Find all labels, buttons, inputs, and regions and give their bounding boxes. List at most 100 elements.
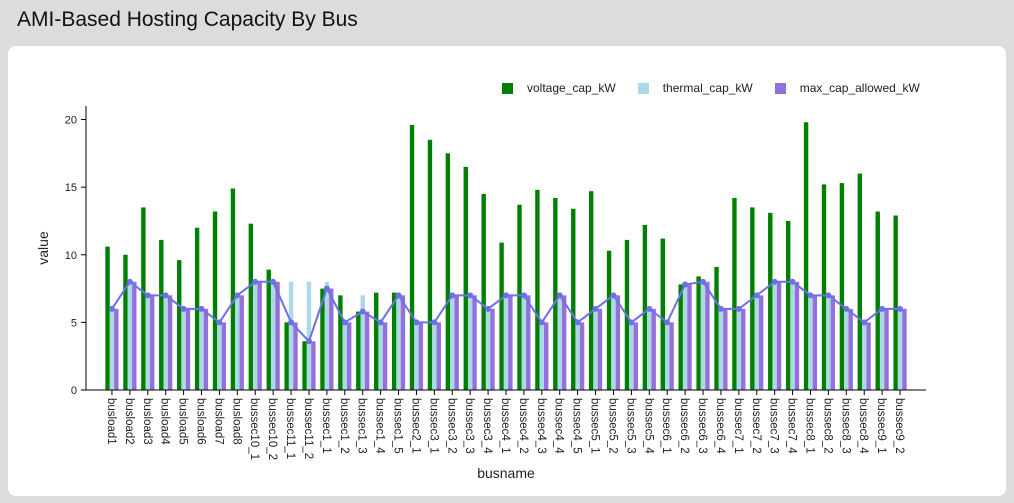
thermal-bar[interactable] bbox=[808, 295, 813, 390]
thermal-bar[interactable] bbox=[288, 281, 294, 390]
max-cap-bar[interactable] bbox=[508, 295, 513, 390]
max-cap-bar[interactable] bbox=[741, 308, 746, 390]
voltage-bar[interactable] bbox=[535, 189, 540, 390]
max-cap-point[interactable] bbox=[359, 308, 366, 315]
voltage-bar[interactable] bbox=[642, 225, 648, 390]
max-cap-bar[interactable] bbox=[579, 322, 585, 390]
thermal-bar[interactable] bbox=[879, 308, 885, 390]
max-cap-point[interactable] bbox=[717, 305, 724, 312]
max-cap-bar[interactable] bbox=[830, 295, 835, 390]
max-cap-bar[interactable] bbox=[490, 308, 495, 390]
thermal-bar[interactable] bbox=[217, 322, 222, 390]
thermal-bar[interactable] bbox=[647, 308, 652, 390]
voltage-bar[interactable] bbox=[159, 239, 164, 390]
max-cap-point[interactable] bbox=[216, 319, 223, 326]
max-cap-point[interactable] bbox=[180, 305, 187, 312]
max-cap-point[interactable] bbox=[735, 305, 742, 312]
thermal-bar[interactable] bbox=[665, 322, 670, 390]
max-cap-bar[interactable] bbox=[132, 281, 137, 390]
voltage-bar[interactable] bbox=[499, 242, 504, 390]
max-cap-bar[interactable] bbox=[221, 322, 227, 390]
voltage-bar[interactable] bbox=[696, 276, 701, 390]
thermal-bar[interactable] bbox=[360, 295, 365, 390]
max-cap-point[interactable] bbox=[682, 281, 689, 288]
thermal-bar[interactable] bbox=[199, 308, 204, 390]
max-cap-bar[interactable] bbox=[382, 322, 388, 390]
max-cap-point[interactable] bbox=[234, 292, 241, 299]
max-cap-point[interactable] bbox=[126, 278, 133, 285]
max-cap-point[interactable] bbox=[664, 319, 671, 326]
voltage-bar[interactable] bbox=[678, 284, 683, 390]
max-cap-point[interactable] bbox=[431, 319, 438, 326]
max-cap-point[interactable] bbox=[753, 292, 760, 299]
max-cap-point[interactable] bbox=[646, 305, 653, 312]
max-cap-bar[interactable] bbox=[794, 281, 800, 390]
max-cap-point[interactable] bbox=[897, 305, 904, 312]
max-cap-bar[interactable] bbox=[705, 281, 710, 390]
max-cap-bar[interactable] bbox=[239, 295, 244, 390]
thermal-bar[interactable] bbox=[450, 295, 455, 390]
max-cap-point[interactable] bbox=[825, 292, 832, 299]
thermal-bar[interactable] bbox=[163, 295, 168, 390]
voltage-bar[interactable] bbox=[123, 254, 128, 390]
thermal-bar[interactable] bbox=[897, 308, 903, 390]
thermal-bar[interactable] bbox=[181, 308, 186, 390]
max-cap-point[interactable] bbox=[323, 285, 330, 292]
thermal-bar[interactable] bbox=[253, 281, 258, 390]
max-cap-bar[interactable] bbox=[526, 295, 531, 390]
max-cap-point[interactable] bbox=[162, 292, 169, 299]
max-cap-bar[interactable] bbox=[597, 308, 603, 390]
legend-item-max[interactable]: max_cap_allowed_kW bbox=[774, 81, 920, 95]
max-cap-point[interactable] bbox=[503, 292, 509, 299]
max-cap-point[interactable] bbox=[628, 319, 635, 326]
max-cap-point[interactable] bbox=[198, 305, 205, 312]
max-cap-bar[interactable] bbox=[902, 308, 907, 390]
max-cap-point[interactable] bbox=[574, 319, 581, 326]
thermal-bar[interactable] bbox=[754, 295, 759, 390]
max-cap-point[interactable] bbox=[610, 292, 617, 299]
voltage-bar[interactable] bbox=[445, 153, 451, 390]
voltage-bar[interactable] bbox=[839, 183, 845, 390]
thermal-bar[interactable] bbox=[700, 281, 706, 390]
max-cap-bar[interactable] bbox=[364, 311, 370, 390]
thermal-bar[interactable] bbox=[342, 322, 347, 390]
max-cap-bar[interactable] bbox=[257, 281, 262, 390]
thermal-bar[interactable] bbox=[790, 281, 795, 390]
max-cap-point[interactable] bbox=[270, 278, 277, 285]
max-cap-point[interactable] bbox=[377, 319, 384, 326]
voltage-bar[interactable] bbox=[768, 212, 773, 390]
max-cap-bar[interactable] bbox=[776, 281, 782, 390]
thermal-bar[interactable] bbox=[485, 308, 491, 390]
max-cap-bar[interactable] bbox=[633, 322, 638, 390]
max-cap-point[interactable] bbox=[413, 319, 420, 326]
max-cap-bar[interactable] bbox=[544, 322, 549, 390]
thermal-bar[interactable] bbox=[593, 308, 598, 390]
thermal-bar[interactable] bbox=[736, 308, 742, 390]
max-cap-point[interactable] bbox=[592, 305, 599, 312]
max-cap-point[interactable] bbox=[144, 292, 151, 299]
voltage-bar[interactable] bbox=[785, 220, 791, 390]
thermal-bar[interactable] bbox=[682, 281, 688, 390]
max-cap-bar[interactable] bbox=[185, 308, 191, 390]
max-cap-bar[interactable] bbox=[149, 295, 155, 390]
max-cap-point[interactable] bbox=[807, 292, 814, 299]
voltage-bar[interactable] bbox=[803, 122, 809, 390]
thermal-bar[interactable] bbox=[575, 322, 580, 390]
max-cap-bar[interactable] bbox=[114, 308, 119, 390]
max-cap-point[interactable] bbox=[861, 319, 868, 326]
max-cap-point[interactable] bbox=[789, 278, 796, 285]
max-cap-point[interactable] bbox=[108, 305, 115, 312]
voltage-bar[interactable] bbox=[177, 260, 182, 390]
max-cap-bar[interactable] bbox=[454, 295, 459, 390]
thermal-bar[interactable] bbox=[557, 295, 562, 390]
voltage-bar[interactable] bbox=[732, 197, 737, 390]
voltage-bar[interactable] bbox=[893, 215, 898, 390]
max-cap-point[interactable] bbox=[700, 278, 707, 285]
voltage-bar[interactable] bbox=[821, 184, 827, 390]
max-cap-bar[interactable] bbox=[615, 295, 621, 390]
voltage-bar[interactable] bbox=[481, 193, 486, 390]
thermal-bar[interactable] bbox=[127, 281, 133, 390]
thermal-bar[interactable] bbox=[306, 281, 312, 390]
thermal-bar[interactable] bbox=[772, 281, 777, 390]
max-cap-bar[interactable] bbox=[848, 308, 853, 390]
